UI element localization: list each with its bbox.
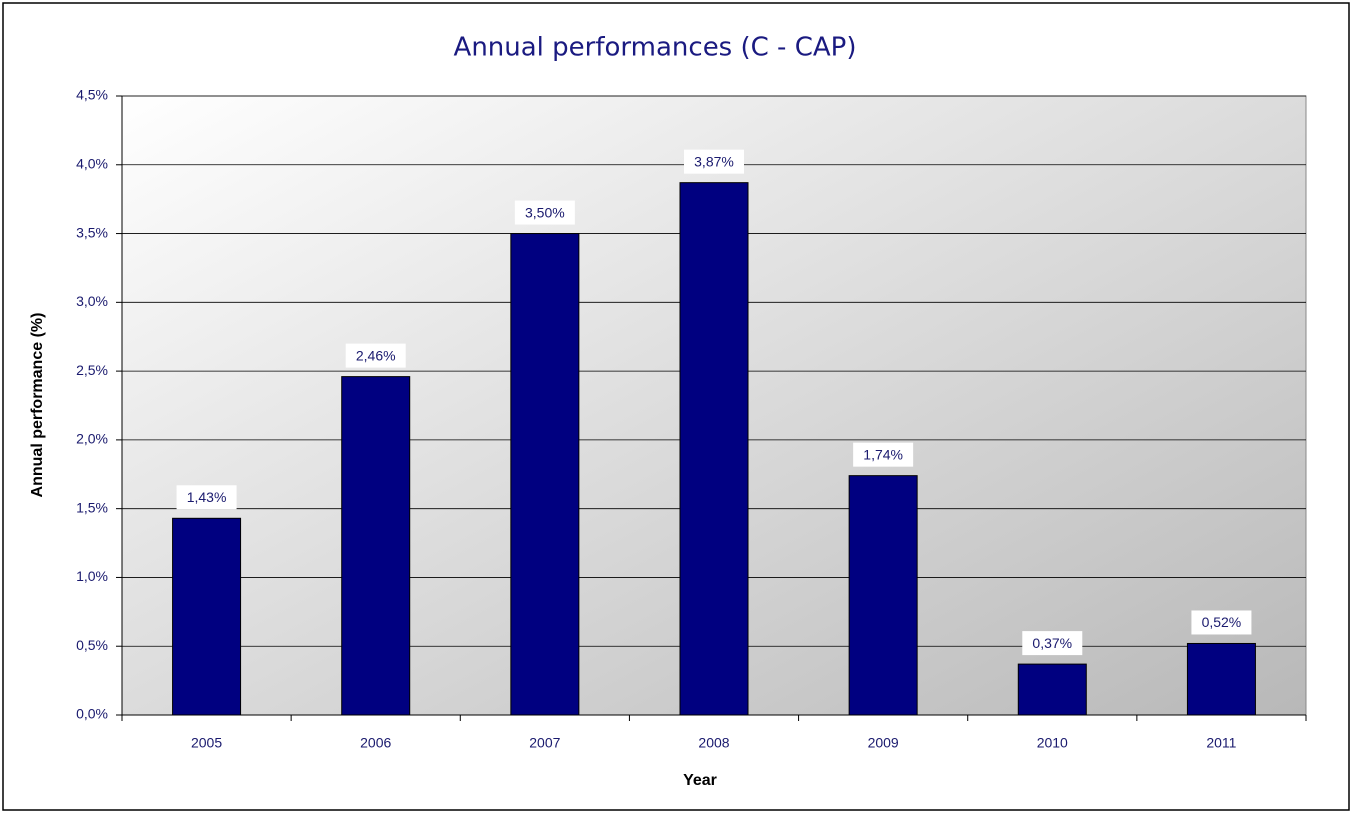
y-tick-label: 3,0% — [76, 293, 108, 309]
value-label-bg — [684, 149, 744, 174]
value-label: 0,37% — [1032, 635, 1072, 651]
bar — [510, 233, 580, 716]
value-label-bg — [176, 485, 237, 510]
bar — [848, 475, 918, 716]
x-tick-label: 2007 — [529, 735, 560, 751]
y-tick-label: 4,5% — [76, 87, 108, 103]
bar — [341, 376, 411, 716]
x-tick-label: 2006 — [360, 735, 391, 751]
bar — [679, 182, 749, 716]
bar — [1186, 642, 1256, 716]
x-tick-label: 2005 — [191, 735, 222, 751]
x-tick-label: 2009 — [868, 735, 899, 751]
y-tick-label: 2,0% — [76, 431, 108, 447]
x-axis-label: Year — [683, 772, 717, 789]
value-label: 2,46% — [356, 347, 396, 363]
y-tick-label: 2,5% — [76, 362, 108, 378]
x-tick-label: 2011 — [1206, 735, 1236, 751]
value-label-bg — [853, 442, 914, 467]
y-tick-label: 4,0% — [76, 155, 108, 171]
y-tick-label: 1,0% — [76, 568, 108, 584]
value-label-bg — [345, 343, 406, 368]
x-tick-label: 2010 — [1037, 735, 1068, 751]
x-tick-label: 2008 — [698, 735, 729, 751]
value-label: 3,87% — [694, 153, 734, 169]
y-tick-label: 0,5% — [76, 637, 108, 653]
value-label: 1,43% — [187, 489, 227, 505]
value-label-bg — [1191, 610, 1252, 635]
y-tick-label: 3,5% — [76, 224, 108, 240]
y-tick-label: 1,5% — [76, 499, 108, 515]
y-axis-label: Annual performance (%) — [29, 313, 46, 498]
value-label-bg — [1022, 631, 1083, 656]
bar — [172, 517, 242, 716]
y-tick-label: 0,0% — [76, 706, 108, 722]
chart-title: Annual performances (C - CAP) — [454, 33, 857, 63]
value-label: 1,74% — [863, 446, 903, 462]
value-label-bg — [514, 200, 575, 225]
bar — [1017, 663, 1087, 716]
value-label: 0,52% — [1202, 614, 1242, 630]
value-label: 3,50% — [525, 204, 565, 220]
